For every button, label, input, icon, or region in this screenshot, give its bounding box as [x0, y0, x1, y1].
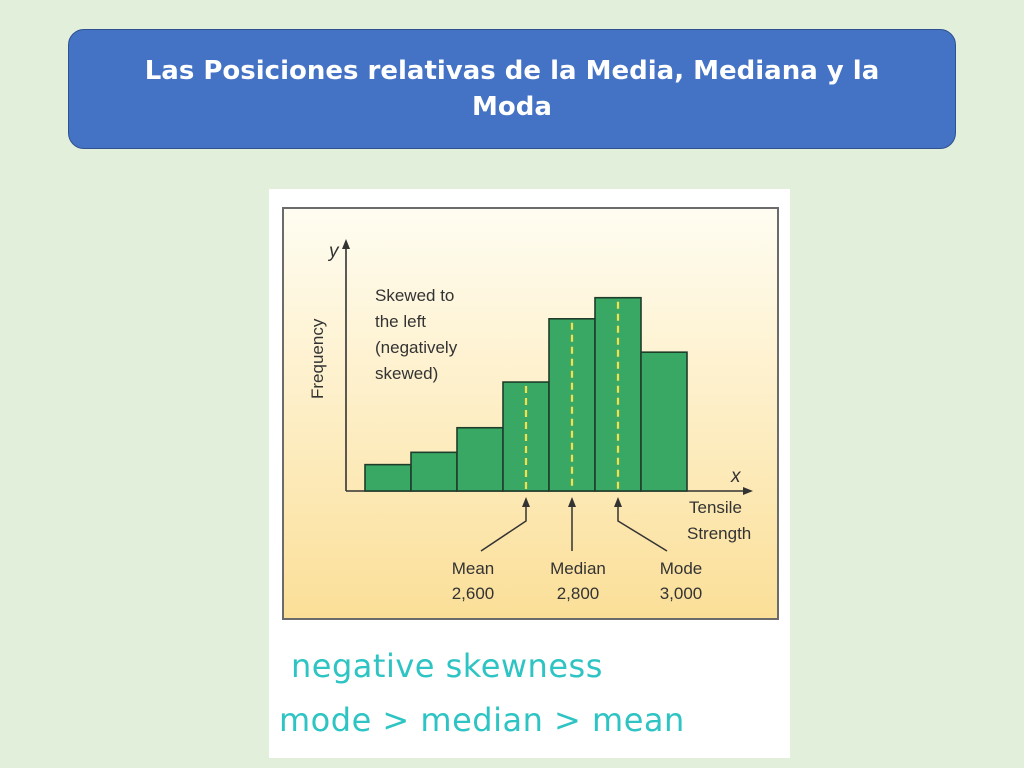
- marker-arrowhead: [522, 497, 530, 507]
- y-axis-title: Frequency: [308, 318, 327, 399]
- marker-label-name: Median: [550, 559, 606, 578]
- marker-label-value: 2,600: [452, 584, 495, 603]
- x-axis-title-line2: Strength: [687, 524, 751, 543]
- histogram-bar: [364, 463, 412, 492]
- annotation-line: skewed): [375, 364, 438, 383]
- annotation-line: the left: [375, 312, 426, 331]
- x-axis-arrow: [743, 487, 753, 495]
- x-axis-title-line1: Tensile: [689, 498, 742, 517]
- marker-pointer: [617, 501, 668, 552]
- marker-label-name: Mean: [452, 559, 495, 578]
- y-axis-arrow: [342, 239, 350, 249]
- histogram-bar: [456, 426, 504, 492]
- annotation-line: Skewed to: [375, 286, 454, 305]
- caption-negative-skewness: negative skewness: [291, 647, 603, 685]
- histogram-figure: y x Frequency Tensile Strength Skewed to…: [269, 189, 790, 758]
- marker-pointer: [480, 501, 527, 552]
- histogram-bar: [410, 451, 458, 492]
- marker-arrowhead: [614, 497, 622, 507]
- caption-order: mode > median > mean: [279, 701, 685, 739]
- markers-group: Mean 2,600 Median 2,800 Mode 3,000: [452, 301, 703, 603]
- marker-arrowhead: [568, 497, 576, 507]
- x-axis-letter: x: [730, 466, 742, 487]
- histogram-chart: y x Frequency Tensile Strength Skewed to…: [282, 207, 779, 620]
- slide-title-box: Las Posiciones relativas de la Media, Me…: [68, 29, 956, 149]
- y-axis-letter: y: [327, 241, 340, 262]
- skew-annotation: Skewed to the left (negatively skewed): [375, 286, 458, 383]
- marker-label-name: Mode: [660, 559, 703, 578]
- histogram-bar: [640, 351, 688, 492]
- slide-title: Las Posiciones relativas de la Media, Me…: [144, 56, 880, 122]
- marker-label-value: 2,800: [557, 584, 600, 603]
- annotation-line: (negatively: [375, 338, 458, 357]
- marker-label-value: 3,000: [660, 584, 703, 603]
- histogram-bar: [548, 318, 596, 492]
